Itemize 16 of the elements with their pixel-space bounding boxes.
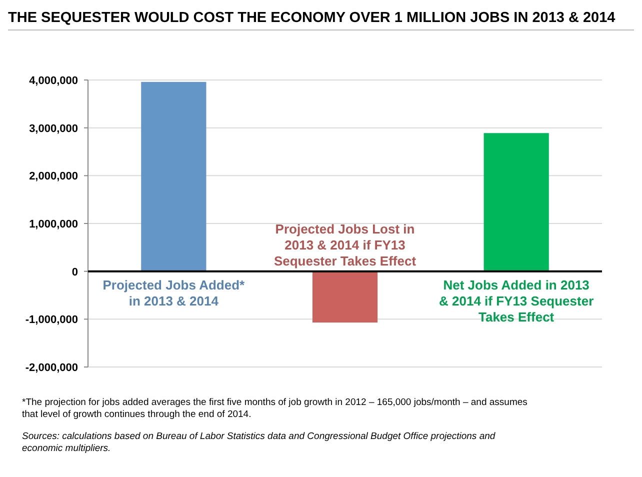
x-tick-label: Projected Jobs Added* in 2013 & 2014 [102, 277, 246, 308]
bar [484, 133, 549, 272]
bar [141, 82, 206, 272]
text: *The projection for jobs added averages the first five months of job growth in 2012 – 165,000 jobs/month – and assumes that level of growth continues through the end of 2014. [22, 397, 528, 420]
bar [312, 271, 378, 323]
y-tick-label: 0 [72, 266, 78, 278]
x-tick-label: Projected Jobs Lost in 2013 & 2014 if FY13 Sequester Takes Effect [274, 221, 417, 268]
y-tick-label: -1,000,000 [25, 314, 78, 326]
y-tick-label: 4,000,000 [29, 75, 78, 87]
chart-title: THE SEQUESTER WOULD COST THE ECONOMY OVER 1 MILLION JOBS IN 2013 & 2014 [8, 10, 616, 26]
y-tick-label: 2,000,000 [29, 170, 78, 183]
y-tick-label: 1,000,000 [29, 218, 78, 230]
source-note: Sources: calculations based on Bureau of Labor Statistics data and Congressional Budget Office projections and economic multipliers. [22, 431, 496, 454]
y-tick-label: -2,000,000 [25, 362, 78, 374]
x-tick-label: Net Jobs Added in 2013 & 2014 if FY13 Sequester Takes Effect [439, 277, 594, 324]
y-tick-label: 3,000,000 [29, 122, 78, 135]
